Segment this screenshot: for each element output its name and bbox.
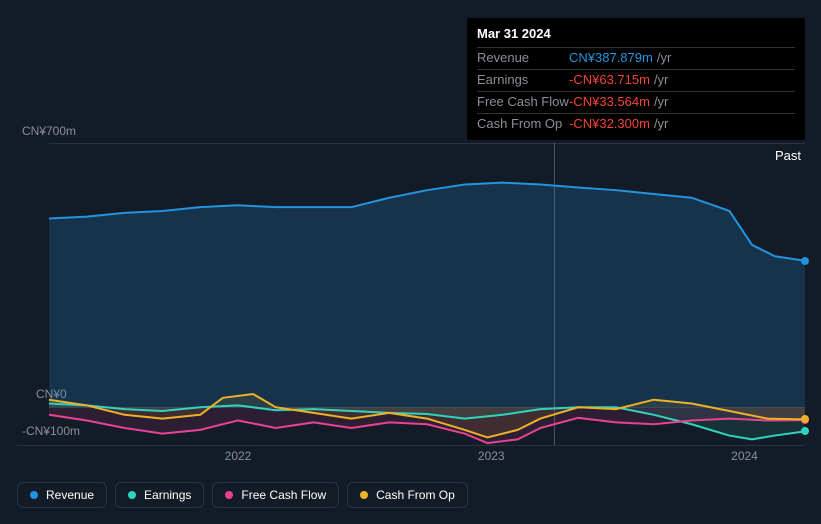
bottom-axis-line	[17, 445, 805, 446]
x-label: 2023	[478, 449, 505, 463]
tooltip-row-label: Free Cash Flow	[477, 94, 569, 111]
legend-label: Earnings	[144, 488, 191, 502]
y-label-max: CN¥700m	[22, 124, 76, 138]
revenue-end-marker	[801, 257, 809, 265]
chart-tooltip: Mar 31 2024 RevenueCN¥387.879m/yrEarning…	[467, 18, 805, 140]
tooltip-row-value: CN¥387.879m	[569, 50, 653, 67]
earnings-end-marker	[801, 427, 809, 435]
legend-item-earnings[interactable]: Earnings	[115, 482, 204, 508]
legend-label: Free Cash Flow	[241, 488, 326, 502]
tooltip-row-suffix: /yr	[654, 72, 668, 89]
legend-label: Revenue	[46, 488, 94, 502]
tooltip-row-suffix: /yr	[657, 50, 671, 67]
legend-item-cash-from-op[interactable]: Cash From Op	[347, 482, 468, 508]
legend-item-free-cash-flow[interactable]: Free Cash Flow	[212, 482, 339, 508]
chart-legend: Revenue Earnings Free Cash Flow Cash From O…	[17, 482, 468, 508]
legend-dot-icon	[30, 491, 38, 499]
tooltip-row-value: -CN¥63.715m	[569, 72, 650, 89]
legend-label: Cash From Op	[376, 488, 455, 502]
legend-dot-icon	[360, 491, 368, 499]
revenue-area	[49, 183, 805, 408]
tooltip-row-value: -CN¥32.300m	[569, 116, 650, 133]
tooltip-row: RevenueCN¥387.879m/yr	[477, 48, 795, 70]
tooltip-row-suffix: /yr	[654, 116, 668, 133]
tooltip-row-value: -CN¥33.564m	[569, 94, 650, 111]
tooltip-row-label: Cash From Op	[477, 116, 569, 133]
tooltip-title: Mar 31 2024	[477, 24, 795, 48]
x-label: 2024	[731, 449, 758, 463]
cfo-end-marker	[801, 415, 809, 423]
tooltip-row-suffix: /yr	[654, 94, 668, 111]
legend-dot-icon	[225, 491, 233, 499]
legend-dot-icon	[128, 491, 136, 499]
tooltip-row: Cash From Op-CN¥32.300m/yr	[477, 114, 795, 135]
legend-item-revenue[interactable]: Revenue	[17, 482, 107, 508]
tooltip-row: Free Cash Flow-CN¥33.564m/yr	[477, 92, 795, 114]
chart-svg[interactable]	[49, 143, 805, 445]
x-label: 2022	[225, 449, 252, 463]
x-axis-labels: 2022 2023 2024	[49, 449, 805, 469]
tooltip-row-label: Revenue	[477, 50, 569, 67]
tooltip-row: Earnings-CN¥63.715m/yr	[477, 70, 795, 92]
tooltip-row-label: Earnings	[477, 72, 569, 89]
